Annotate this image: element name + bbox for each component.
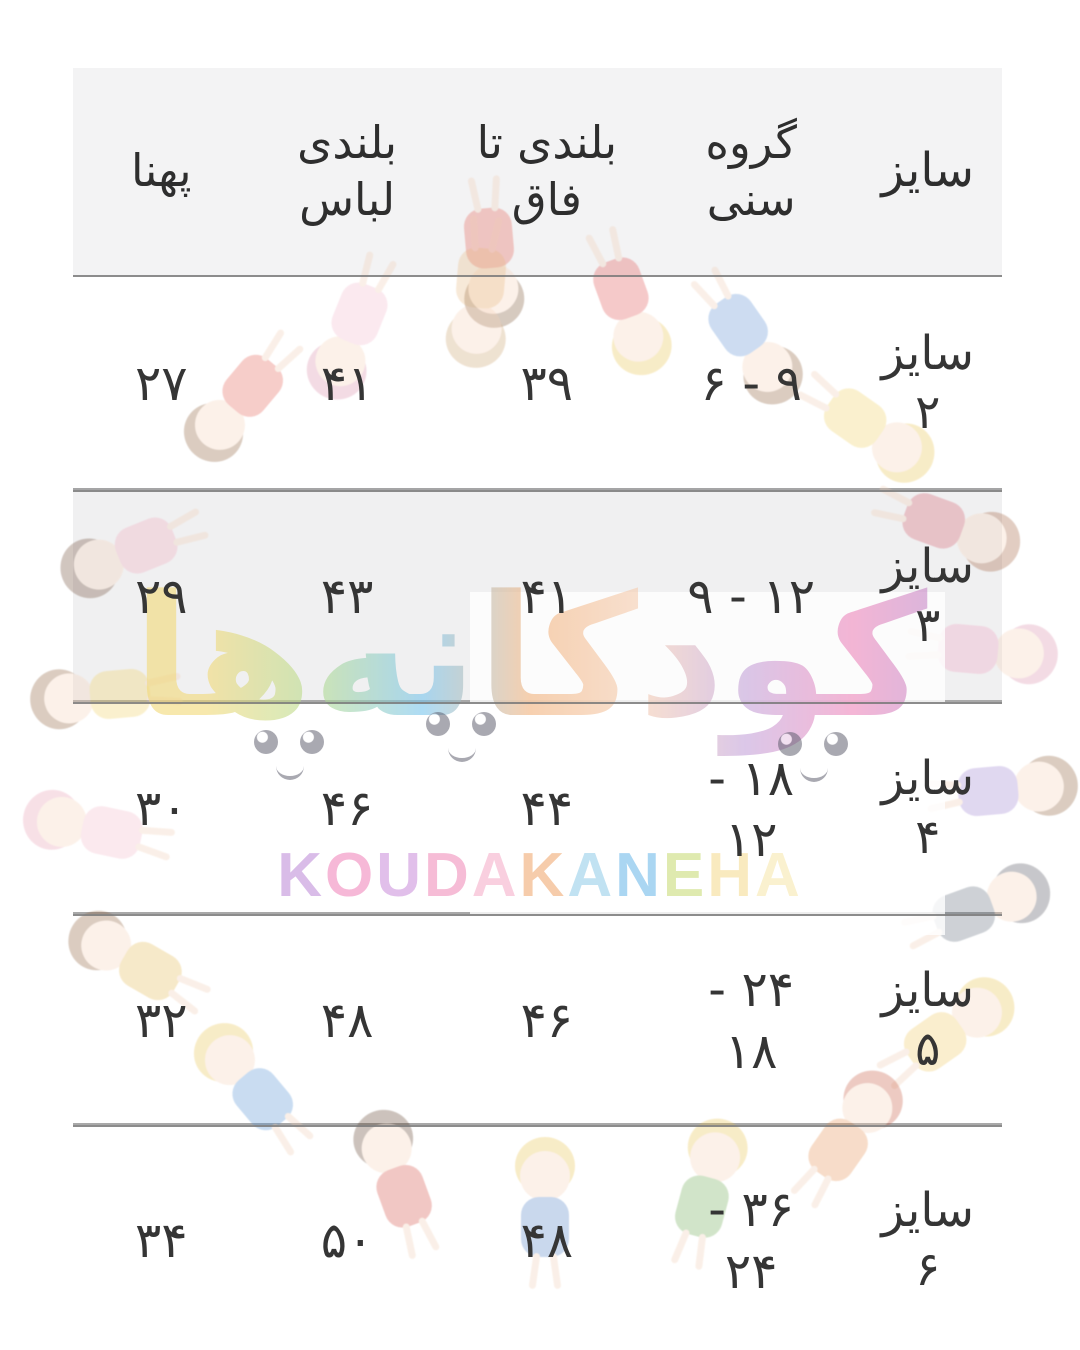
header-cell-garment-length: بلندی لباس — [297, 116, 398, 226]
brand-letter: A — [567, 841, 616, 910]
cell-crotch-length: ۳۹ — [520, 354, 574, 412]
header-cell-size: سایز — [881, 143, 975, 199]
cell-width: ۳۴ — [134, 1211, 188, 1269]
cell-crotch-length: ۴۶ — [520, 991, 574, 1049]
cell-age-group: - ۳۶ ۲۴ — [708, 1181, 795, 1300]
brand-letter: E — [662, 841, 708, 910]
watermark-background — [470, 592, 945, 935]
brand-letter: N — [615, 841, 663, 910]
table-row: سایز ۳ ۹ - ۱۲ ۴۱ ۴۳ ۲۹ — [73, 490, 1002, 702]
cell-garment-length: ۴۱ — [320, 354, 374, 412]
cell-garment-length: ۴۶ — [320, 780, 374, 838]
table-row: سایز ۴ - ۱۸ ۱۲ ۴۴ ۴۶ ۳۰ — [73, 702, 1002, 914]
kawaii-face-icon — [772, 732, 856, 784]
cell-crotch-length: ۴۸ — [520, 1211, 574, 1269]
kawaii-face-icon — [248, 730, 332, 782]
brand-name-latin: KOUDAKANEHA — [170, 840, 910, 911]
row-divider — [73, 1123, 1002, 1125]
brand-letter: O — [324, 841, 377, 910]
header-cell-crotch-length: بلندی تا فاق — [476, 116, 618, 226]
brand-name-farsi: کودکانه‌ها — [100, 548, 960, 766]
cell-crotch-length: ۴۱ — [520, 568, 574, 626]
cell-age-group: ۹ - ۱۲ — [687, 568, 816, 626]
cell-size: سایز ۲ — [881, 325, 975, 440]
cell-size: سایز ۴ — [881, 751, 975, 865]
kawaii-face-icon — [420, 712, 504, 764]
cell-garment-length: ۴۳ — [320, 568, 374, 626]
brand-letter: H — [707, 841, 756, 910]
table-row: سایز ۶ - ۳۶ ۲۴ ۴۸ ۵۰ ۳۴ — [73, 1125, 1002, 1350]
cell-age-group: - ۲۴ ۱۸ — [708, 961, 795, 1080]
table-row: سایز ۵ - ۲۴ ۱۸ ۴۶ ۴۸ ۳۲ — [73, 914, 1002, 1125]
cell-age-group: ۶ - ۹ — [700, 354, 802, 412]
cell-garment-length: ۵۰ — [320, 1211, 374, 1269]
size-table: سایز گروه سنی بلندی تا فاق بلندی لباس په… — [73, 68, 1002, 1350]
cell-width: ۲۷ — [134, 354, 188, 412]
table-row: سایز ۲ ۶ - ۹ ۳۹ ۴۱ ۲۷ — [73, 275, 1002, 490]
row-divider — [73, 488, 1002, 490]
header-cell-width: پهنا — [131, 144, 192, 198]
cell-width: ۳۲ — [134, 991, 188, 1049]
cell-size: سایز ۳ — [881, 539, 975, 653]
cell-size: سایز ۵ — [881, 962, 975, 1077]
table-header-row: سایز گروه سنی بلندی تا فاق بلندی لباس په… — [73, 68, 1002, 275]
brand-letter: K — [277, 841, 325, 910]
cell-size: سایز ۶ — [881, 1182, 975, 1297]
cell-garment-length: ۴۸ — [320, 991, 374, 1049]
header-cell-age-group: گروه سنی — [705, 116, 797, 226]
brand-letter: A — [471, 841, 520, 910]
cell-crotch-length: ۴۴ — [520, 780, 574, 838]
brand-letter: K — [519, 841, 568, 910]
cell-width: ۳۰ — [134, 780, 188, 838]
cell-age-group: - ۱۸ ۱۲ — [708, 749, 795, 868]
header-stripe — [73, 68, 1002, 275]
cell-width: ۲۹ — [134, 568, 188, 626]
brand-letter: U — [376, 841, 424, 910]
brand-letter: D — [423, 841, 472, 910]
brand-letter: A — [755, 841, 803, 910]
child-doodle — [490, 1135, 600, 1295]
